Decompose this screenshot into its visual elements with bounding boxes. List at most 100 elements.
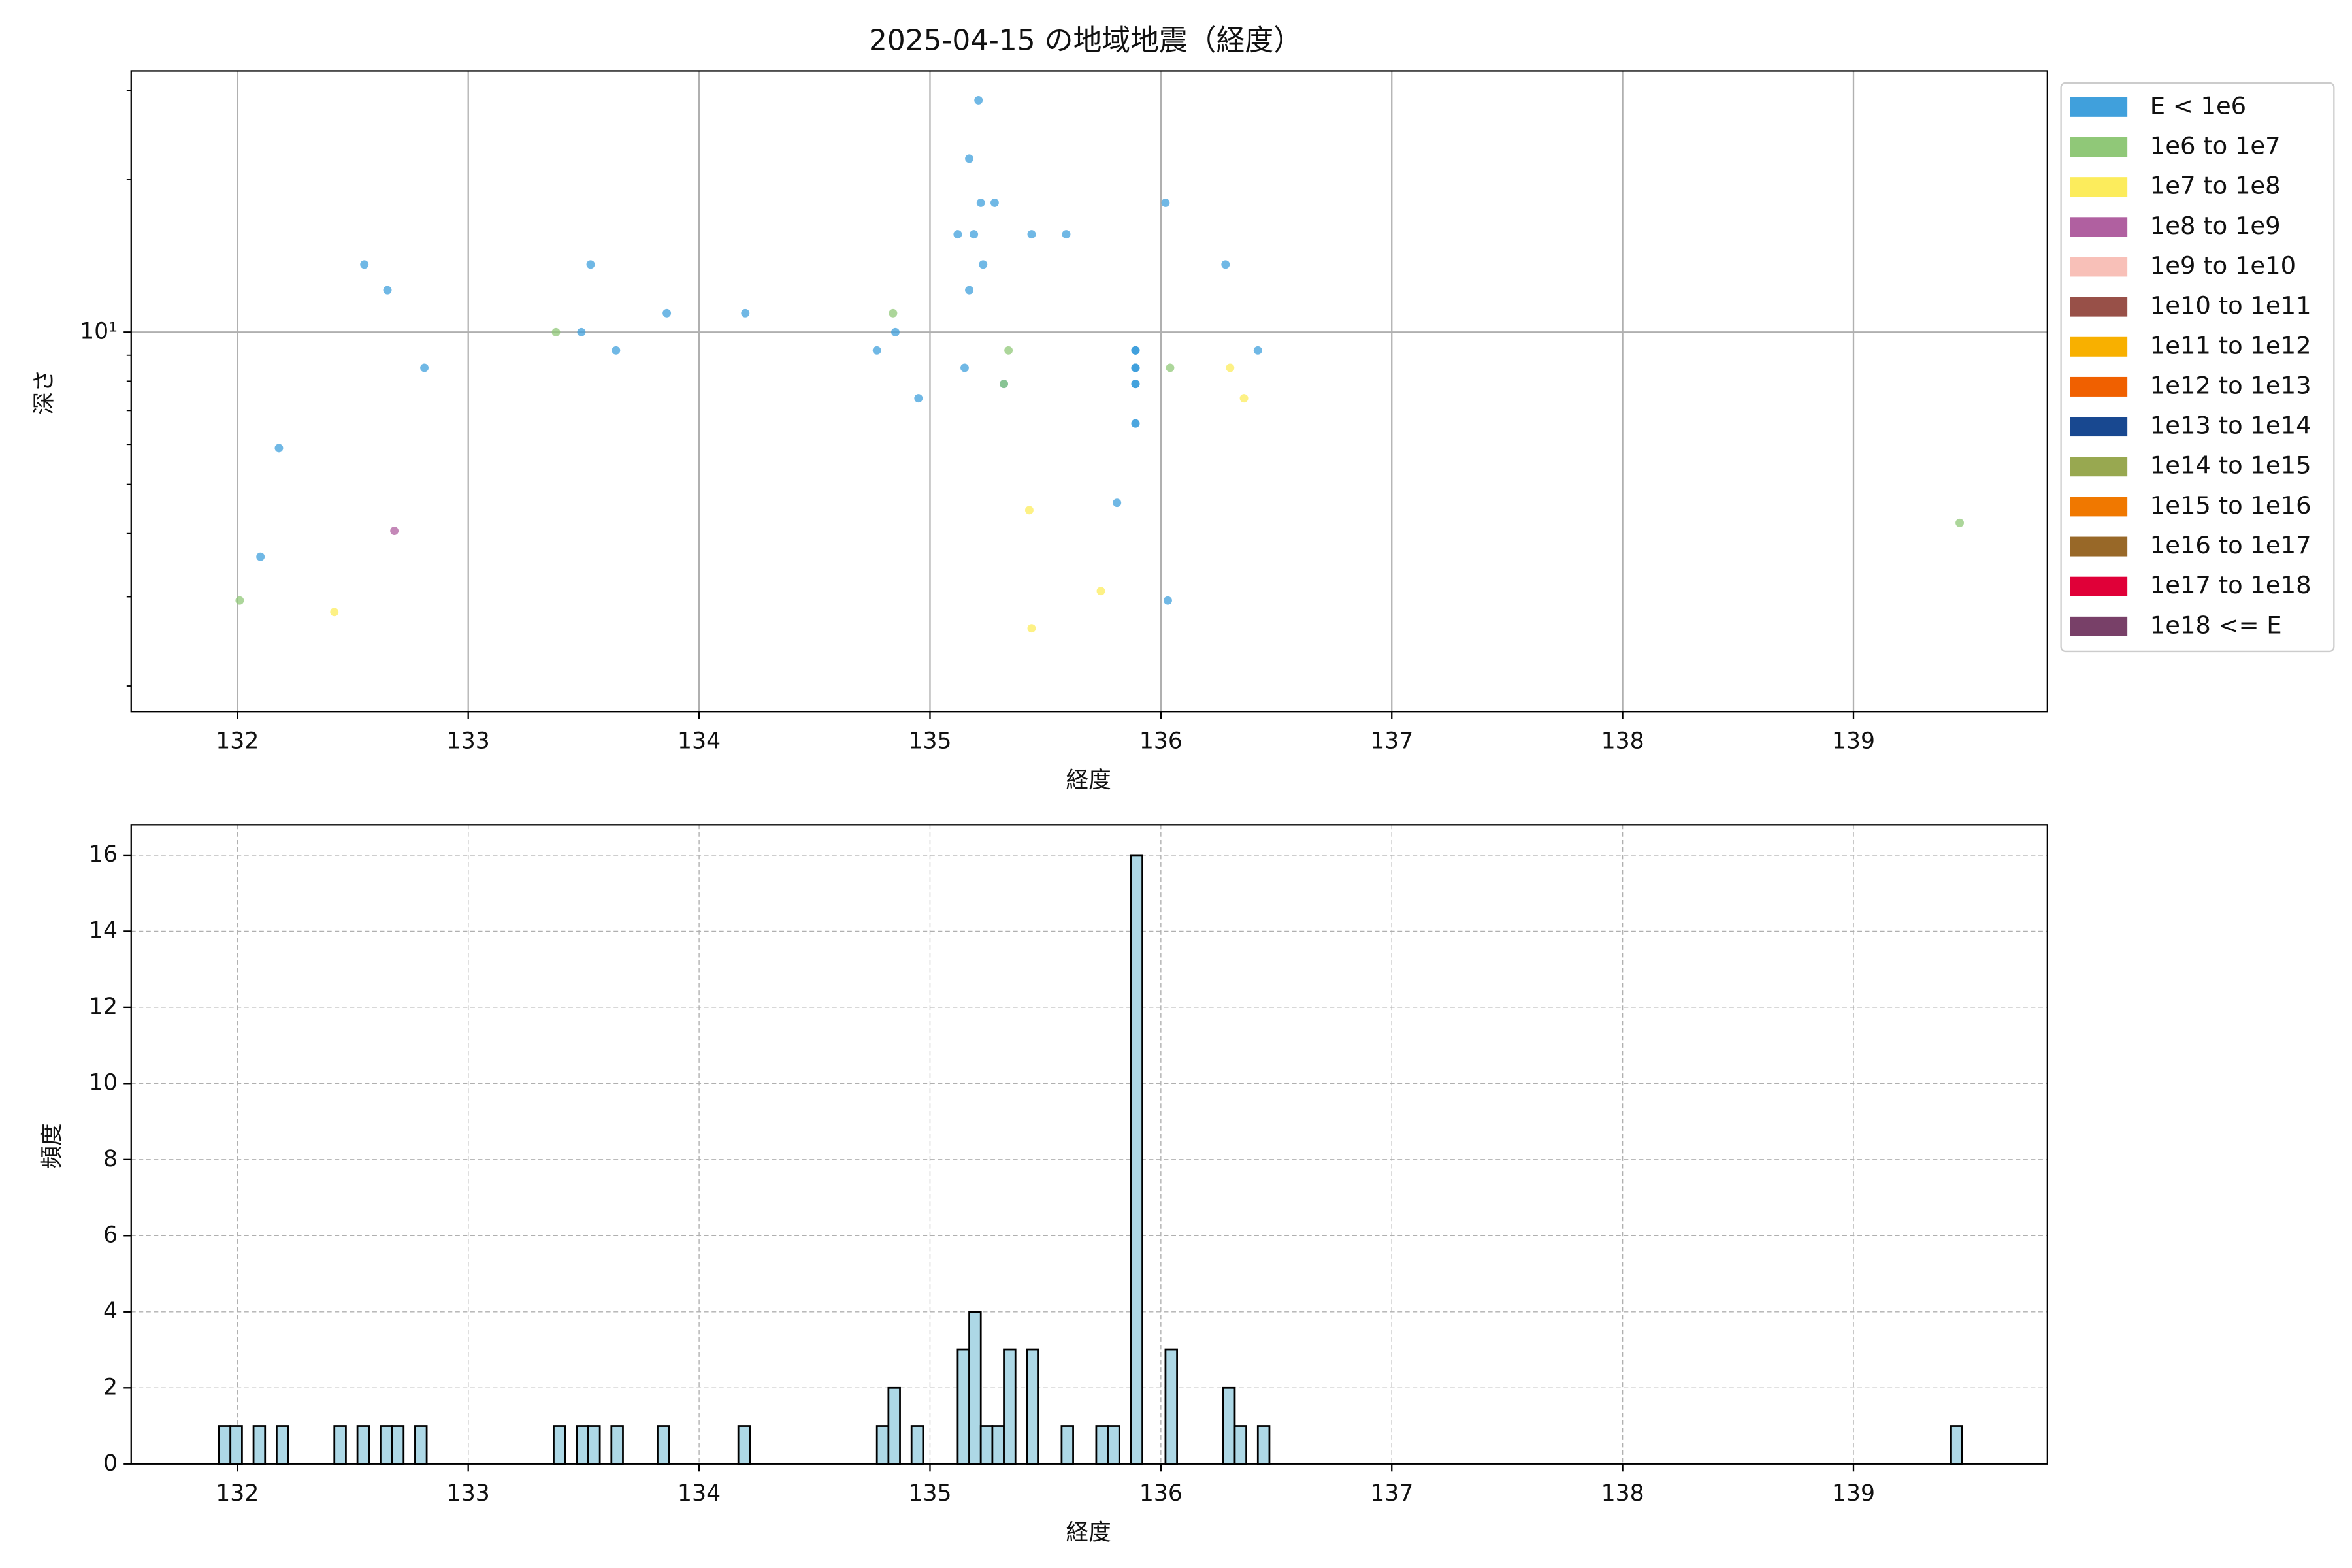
y-tick-label: 0 bbox=[103, 1450, 118, 1477]
legend-swatch bbox=[2070, 257, 2128, 277]
point bbox=[360, 260, 369, 269]
point bbox=[1024, 506, 1034, 515]
legend-label: E < 1e6 bbox=[2150, 91, 2246, 120]
legend-swatch bbox=[2070, 417, 2128, 437]
legend-label: 1e10 to 1e11 bbox=[2150, 291, 2311, 319]
legend-swatch bbox=[2070, 376, 2128, 397]
bar bbox=[1222, 1386, 1236, 1465]
x-axis-label: 経度 bbox=[1066, 767, 1111, 793]
point bbox=[1062, 230, 1071, 239]
point bbox=[741, 308, 750, 318]
bar bbox=[910, 1425, 924, 1465]
legend-label: 1e13 to 1e14 bbox=[2150, 412, 2311, 440]
point bbox=[914, 394, 923, 403]
point bbox=[1131, 363, 1140, 372]
y-tick-label: 16 bbox=[89, 841, 118, 868]
point bbox=[420, 363, 429, 372]
legend-label: 1e15 to 1e16 bbox=[2150, 491, 2311, 519]
point bbox=[383, 286, 392, 295]
x-tick-label: 133 bbox=[447, 728, 490, 754]
x-tick-label: 132 bbox=[216, 728, 259, 754]
bar bbox=[333, 1425, 347, 1465]
y-tick-label: 14 bbox=[89, 917, 118, 943]
x-tick-label: 137 bbox=[1370, 728, 1413, 754]
plot-frame bbox=[130, 824, 2048, 1465]
x-tick-label: 135 bbox=[908, 1480, 951, 1507]
y-tick-label: 4 bbox=[103, 1298, 118, 1324]
bar bbox=[252, 1425, 267, 1465]
point bbox=[662, 308, 672, 318]
x-tick-label: 132 bbox=[216, 1480, 259, 1507]
point bbox=[330, 608, 339, 617]
chart-title: 2025-04-15 の地域地震（経度） bbox=[869, 24, 1302, 57]
legend-swatch bbox=[2070, 97, 2128, 117]
legend-label: 1e6 to 1e7 bbox=[2150, 132, 2281, 160]
point bbox=[1131, 346, 1140, 355]
y-tick-label: 8 bbox=[103, 1146, 118, 1172]
bar bbox=[979, 1425, 994, 1465]
point bbox=[1955, 518, 1965, 527]
point bbox=[274, 444, 284, 453]
legend-swatch bbox=[2070, 336, 2128, 357]
point bbox=[1000, 380, 1009, 389]
bar bbox=[1130, 854, 1143, 1465]
point bbox=[1221, 260, 1230, 269]
point bbox=[976, 198, 985, 207]
legend-label: 1e14 to 1e15 bbox=[2150, 451, 2311, 480]
bar bbox=[1107, 1425, 1120, 1465]
bar bbox=[553, 1425, 566, 1465]
x-tick-label: 135 bbox=[908, 728, 951, 754]
bar bbox=[356, 1425, 370, 1465]
point bbox=[974, 95, 983, 105]
point bbox=[1166, 363, 1175, 372]
bar bbox=[391, 1425, 405, 1465]
y-tick-label: 10¹ bbox=[80, 318, 118, 344]
y-tick-label: 6 bbox=[103, 1222, 118, 1248]
y-tick-label: 2 bbox=[103, 1374, 118, 1400]
point bbox=[965, 154, 974, 163]
x-tick-label: 136 bbox=[1139, 728, 1183, 754]
bar bbox=[1060, 1425, 1074, 1465]
legend-swatch bbox=[2070, 616, 2128, 636]
point bbox=[1027, 624, 1036, 633]
legend-label: 1e11 to 1e12 bbox=[2150, 331, 2311, 359]
point bbox=[979, 260, 988, 269]
point bbox=[1131, 380, 1140, 389]
point bbox=[256, 552, 265, 561]
point bbox=[1253, 346, 1262, 355]
bar bbox=[380, 1425, 393, 1465]
x-tick-label: 136 bbox=[1139, 1480, 1183, 1507]
bar bbox=[276, 1425, 289, 1465]
bar bbox=[968, 1311, 982, 1465]
x-tick-label: 134 bbox=[678, 728, 721, 754]
point bbox=[1226, 363, 1235, 372]
point bbox=[889, 308, 898, 318]
legend-box bbox=[2060, 82, 2335, 653]
y-axis-label: 頻度 bbox=[39, 1123, 65, 1168]
bar bbox=[875, 1425, 890, 1465]
legend-swatch bbox=[2070, 177, 2128, 197]
point bbox=[390, 527, 399, 535]
bar bbox=[414, 1425, 428, 1465]
point bbox=[1027, 230, 1036, 239]
legend-swatch bbox=[2070, 576, 2128, 596]
bar bbox=[1095, 1425, 1109, 1465]
point bbox=[1161, 198, 1170, 207]
x-axis-label: 経度 bbox=[1066, 1520, 1111, 1546]
legend-label: 1e18 <= E bbox=[2150, 611, 2282, 639]
legend-swatch bbox=[2070, 297, 2128, 317]
point bbox=[586, 260, 595, 269]
point bbox=[1163, 596, 1172, 605]
point bbox=[1239, 394, 1249, 403]
bar bbox=[1950, 1425, 1963, 1465]
bar bbox=[956, 1348, 970, 1465]
point bbox=[872, 346, 881, 355]
point bbox=[1113, 498, 1122, 508]
y-axis-label: 深さ bbox=[31, 369, 57, 414]
bar bbox=[587, 1425, 601, 1465]
point bbox=[1131, 419, 1140, 428]
legend-swatch bbox=[2070, 137, 2128, 157]
bar bbox=[218, 1425, 232, 1465]
bar bbox=[576, 1425, 589, 1465]
